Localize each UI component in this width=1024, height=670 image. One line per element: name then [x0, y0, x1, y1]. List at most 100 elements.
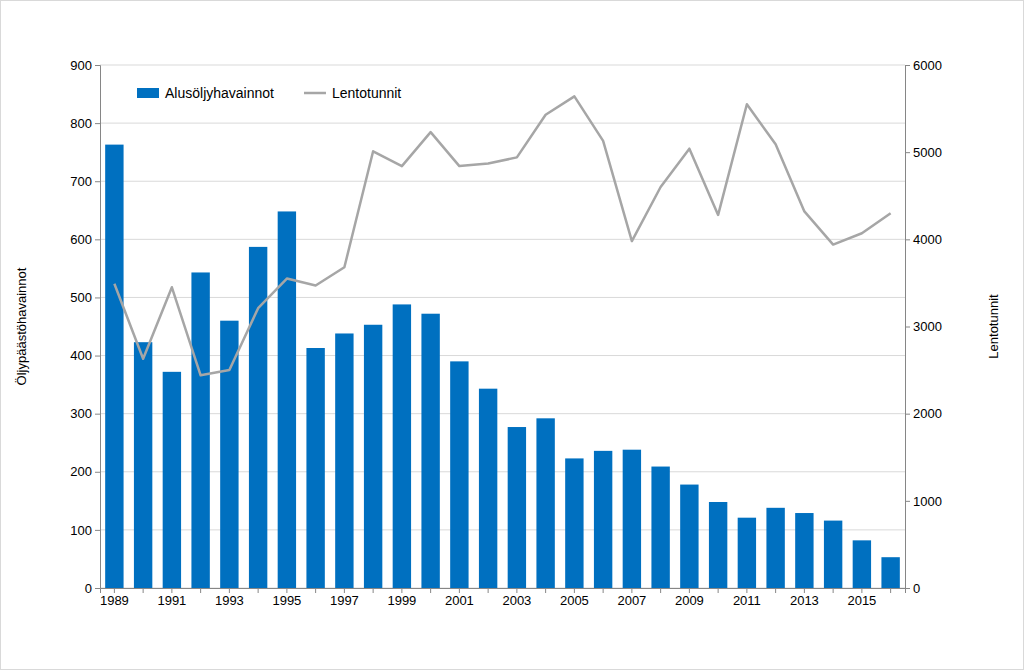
tick: [258, 588, 259, 593]
tick-mark: [95, 530, 100, 531]
tick-label: 700: [70, 174, 92, 189]
bar: [191, 272, 209, 588]
tick: [775, 588, 776, 593]
tick: 2003: [502, 588, 531, 608]
tick: 2015: [847, 588, 876, 608]
tick-mark: [488, 588, 489, 593]
tick-label: 100: [70, 523, 92, 538]
tick-label: 2003: [502, 593, 531, 608]
grid: [100, 65, 905, 588]
tick-label: 2011: [733, 593, 761, 608]
tick-mark: [95, 356, 100, 357]
tick-mark: [95, 414, 100, 415]
tick-mark: [95, 472, 100, 473]
marks: [105, 96, 900, 588]
line: [114, 96, 890, 375]
y2-axis-title: Lentotunnit: [986, 294, 1001, 359]
bar: [278, 211, 296, 588]
bar-series: [105, 145, 900, 588]
tick-label: 2005: [560, 593, 589, 608]
bar: [450, 361, 468, 588]
tick: 1993: [215, 588, 244, 608]
tick-mark: [200, 588, 201, 593]
bar: [393, 304, 411, 588]
bar: [306, 348, 324, 588]
bar: [623, 450, 641, 588]
bar: [680, 485, 698, 588]
tick-label: 3000: [913, 319, 942, 334]
tick-label: 1995: [272, 593, 301, 608]
y-axis-title: Öljypäästöhavainnot: [14, 267, 29, 385]
tick-mark: [905, 414, 910, 415]
tick: 800: [70, 116, 100, 131]
tick: 1997: [330, 588, 359, 608]
bar: [881, 557, 899, 588]
tick-label: 2001: [445, 593, 474, 608]
legend-label: Alusöljyhavainnot: [165, 85, 274, 101]
axis-line: [95, 66, 101, 589]
tick: [373, 588, 374, 593]
tick-label: 5000: [913, 145, 942, 160]
tick-label: 1993: [215, 593, 244, 608]
tick-label: 500: [70, 290, 92, 305]
bar: [853, 540, 871, 588]
tick-label: 6000: [913, 58, 942, 73]
tick-mark: [95, 588, 100, 589]
tick-label: 1989: [100, 593, 129, 608]
bar: [105, 145, 123, 588]
bar: [824, 521, 842, 588]
tick-mark: [430, 588, 431, 593]
legend-swatch: [304, 92, 326, 95]
legend-item: Lentotunnit: [304, 85, 401, 101]
grid-line: [100, 65, 905, 66]
tick-label: 900: [70, 58, 92, 73]
bar: [536, 418, 554, 588]
y-axis: 0100200300400500600700800900: [70, 58, 100, 596]
bar: [594, 451, 612, 588]
tick-mark: [890, 588, 891, 593]
tick-label: 0: [913, 581, 920, 596]
tick-label: 600: [70, 232, 92, 247]
tick: 0: [905, 581, 920, 596]
tick-label: 300: [70, 406, 92, 421]
tick-label: 1999: [387, 593, 416, 608]
bar: [795, 513, 813, 588]
tick: [603, 588, 604, 593]
tick-label: 1000: [913, 493, 942, 508]
tick: 2007: [617, 588, 646, 608]
tick-mark: [95, 123, 100, 124]
tick: 2000: [905, 406, 942, 421]
tick: 1995: [272, 588, 301, 608]
tick: 3000: [905, 319, 942, 334]
tick-mark: [660, 588, 661, 593]
tick-mark: [315, 588, 316, 593]
tick-label: 2013: [790, 593, 819, 608]
tick-label: 1991: [157, 593, 186, 608]
bar: [421, 314, 439, 588]
legend: Alusöljyhavainnot Lentotunnit: [137, 85, 401, 101]
tick: 700: [70, 174, 100, 189]
bar: [565, 458, 583, 588]
bar: [220, 321, 238, 588]
tick: 200: [70, 464, 100, 479]
bar: [709, 502, 727, 588]
grid-line: [100, 181, 905, 182]
bar: [651, 467, 669, 588]
tick-mark: [143, 588, 144, 593]
legend-swatch: [137, 88, 159, 98]
tick: [315, 588, 316, 593]
tick: 900: [70, 58, 100, 73]
tick-mark: [95, 297, 100, 298]
bar: [134, 342, 152, 588]
tick: 6000: [905, 58, 942, 73]
tick: 600: [70, 232, 100, 247]
tick: [660, 588, 661, 593]
x-axis: 1989 1991 1993 1995 1997 1999 2001 2003 2005 2007…: [100, 588, 906, 608]
tick: 4000: [905, 232, 942, 247]
tick-mark: [603, 588, 604, 593]
tick: [143, 588, 144, 593]
tick: 2011: [733, 588, 761, 608]
bar: [766, 508, 784, 588]
tick-label: 400: [70, 348, 92, 363]
y2-axis: 0 1000 2000 3000 4000 5000 6000: [905, 58, 942, 596]
